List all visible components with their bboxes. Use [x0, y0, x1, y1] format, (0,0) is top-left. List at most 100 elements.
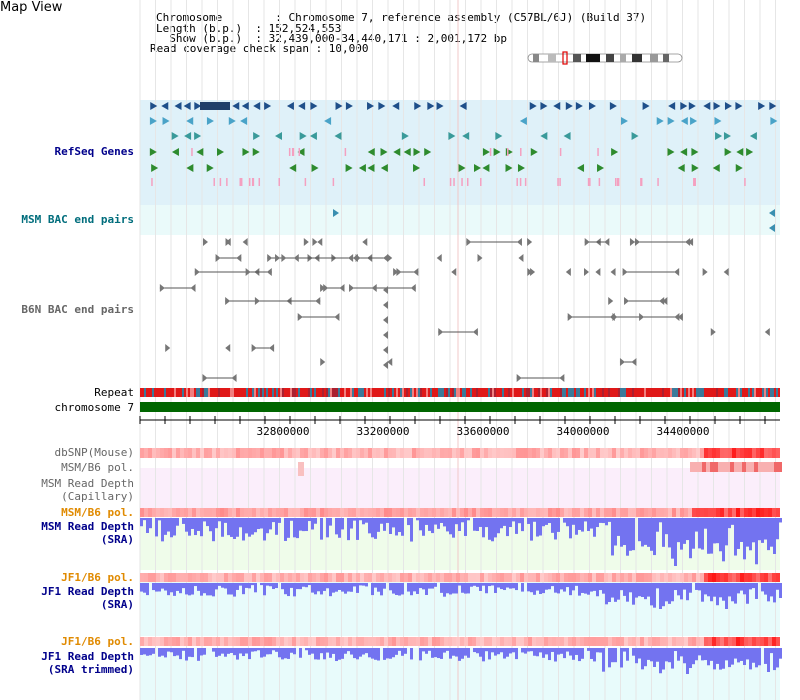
gene-feature[interactable] — [735, 102, 743, 110]
b6n-bac-track[interactable] — [159, 238, 770, 382]
gene-feature[interactable] — [367, 148, 375, 156]
gene-feature[interactable] — [563, 132, 571, 140]
jf1-b6-pol-label-2[interactable]: JF1/B6 pol. — [61, 635, 134, 648]
gene-feature[interactable] — [393, 148, 401, 156]
gene-feature[interactable] — [150, 102, 158, 110]
repeat-track[interactable] — [140, 388, 780, 397]
gene-feature[interactable] — [680, 102, 688, 110]
gene-feature[interactable] — [413, 164, 421, 172]
msm-b6-pol-track-1[interactable] — [298, 462, 782, 476]
gene-feature[interactable] — [171, 132, 179, 140]
gene-feature[interactable] — [553, 102, 561, 110]
gene-feature[interactable] — [206, 164, 214, 172]
gene-feature[interactable] — [380, 164, 388, 172]
jf1-b6-pol-track-1[interactable] — [140, 573, 780, 582]
gene-feature[interactable] — [458, 164, 466, 172]
gene-feature[interactable] — [519, 117, 527, 125]
jf1-depth-trimmed-label[interactable]: JF1 Read Depth — [41, 650, 134, 663]
gene-feature[interactable] — [436, 102, 444, 110]
jf1-read-depth-sra-track[interactable] — [140, 583, 782, 609]
gene-feature[interactable] — [392, 102, 400, 110]
gene-feature[interactable] — [459, 102, 467, 110]
dbsnp-label[interactable]: dbSNP(Mouse) — [54, 446, 134, 459]
gene-feature[interactable] — [217, 148, 225, 156]
msm-read-depth-sra-track[interactable] — [140, 518, 782, 566]
gene-feature[interactable] — [714, 117, 722, 125]
b6n-bac-label[interactable]: B6N BAC end pairs — [21, 303, 134, 316]
gene-feature[interactable] — [749, 132, 757, 140]
gene-feature[interactable] — [448, 132, 456, 140]
gene-feature[interactable] — [462, 132, 470, 140]
gene-feature[interactable] — [275, 132, 283, 140]
gene-feature[interactable] — [668, 102, 676, 110]
gene-feature[interactable] — [746, 148, 754, 156]
gene-feature[interactable] — [609, 102, 617, 110]
gene-feature[interactable] — [688, 102, 696, 110]
gene-feature[interactable] — [482, 164, 490, 172]
gene-feature[interactable] — [770, 117, 778, 125]
jf1-b6-pol-label-1[interactable]: JF1/B6 pol. — [61, 571, 134, 584]
gene-feature[interactable] — [493, 148, 501, 156]
gene-feature[interactable] — [495, 132, 503, 140]
gene-feature[interactable] — [540, 132, 548, 140]
gene-feature[interactable] — [680, 117, 688, 125]
gene-feature[interactable] — [577, 164, 585, 172]
gene-feature[interactable] — [253, 102, 261, 110]
gene-feature[interactable] — [473, 164, 481, 172]
msm-b6-pol-label-1[interactable]: MSM/B6 pol. — [61, 461, 134, 474]
gene-feature[interactable] — [529, 102, 537, 110]
gene-feature[interactable] — [310, 102, 318, 110]
gene-feature[interactable] — [769, 102, 777, 110]
msm-bac-label[interactable]: MSM BAC end pairs — [21, 213, 134, 226]
jf1-depth-sra-label[interactable]: JF1 Read Depth — [41, 585, 134, 598]
gene-feature[interactable] — [530, 148, 538, 156]
gene-feature[interactable] — [724, 102, 732, 110]
gene-feature[interactable] — [403, 148, 411, 156]
gene-feature[interactable] — [183, 102, 191, 110]
gene-feature[interactable] — [691, 148, 699, 156]
gene-feature[interactable] — [206, 117, 214, 125]
gene-feature[interactable] — [667, 148, 675, 156]
gene-feature[interactable] — [611, 148, 619, 156]
gene-feature[interactable] — [174, 102, 182, 110]
gene-feature[interactable] — [228, 117, 236, 125]
gene-feature[interactable] — [540, 102, 548, 110]
gene-feature[interactable] — [241, 102, 249, 110]
refseq-genes-label[interactable]: RefSeq Genes — [54, 145, 134, 158]
gene-feature[interactable] — [642, 102, 650, 110]
gene-feature[interactable] — [482, 148, 490, 156]
gene-feature[interactable] — [517, 164, 525, 172]
msm-bac-track[interactable] — [333, 209, 775, 232]
chromosome-ideogram[interactable] — [527, 51, 683, 65]
jf1-read-depth-trimmed-track[interactable] — [140, 648, 782, 674]
gene-feature[interactable] — [162, 117, 170, 125]
gene-feature[interactable] — [240, 117, 248, 125]
gene-feature[interactable] — [677, 164, 685, 172]
chromosome-bar[interactable] — [140, 402, 780, 412]
gene-feature[interactable] — [311, 164, 319, 172]
gene-feature[interactable] — [324, 117, 332, 125]
gene-feature[interactable] — [186, 164, 194, 172]
gene-feature[interactable] — [735, 164, 743, 172]
gene-feature[interactable] — [505, 164, 513, 172]
gene-feature[interactable] — [575, 102, 583, 110]
gene-feature[interactable] — [667, 117, 675, 125]
gene-feature[interactable] — [299, 132, 307, 140]
gene-feature[interactable] — [680, 148, 688, 156]
gene-feature[interactable] — [367, 164, 375, 172]
gene-feature[interactable] — [298, 102, 306, 110]
gene-feature[interactable] — [334, 132, 342, 140]
dbsnp-track[interactable] — [140, 448, 780, 458]
gene-feature[interactable] — [378, 102, 386, 110]
gene-feature[interactable] — [620, 117, 628, 125]
gene-feature[interactable] — [703, 102, 711, 110]
gene-feature[interactable] — [712, 164, 720, 172]
gene-feature[interactable] — [631, 132, 639, 140]
refseq-genes-track[interactable] — [149, 102, 778, 186]
gene-feature[interactable] — [252, 148, 260, 156]
msm-b6-pol-label-2[interactable]: MSM/B6 pol. — [61, 506, 134, 519]
gene-feature[interactable] — [161, 102, 169, 110]
gene-feature[interactable] — [289, 164, 297, 172]
gene-feature[interactable] — [414, 102, 422, 110]
